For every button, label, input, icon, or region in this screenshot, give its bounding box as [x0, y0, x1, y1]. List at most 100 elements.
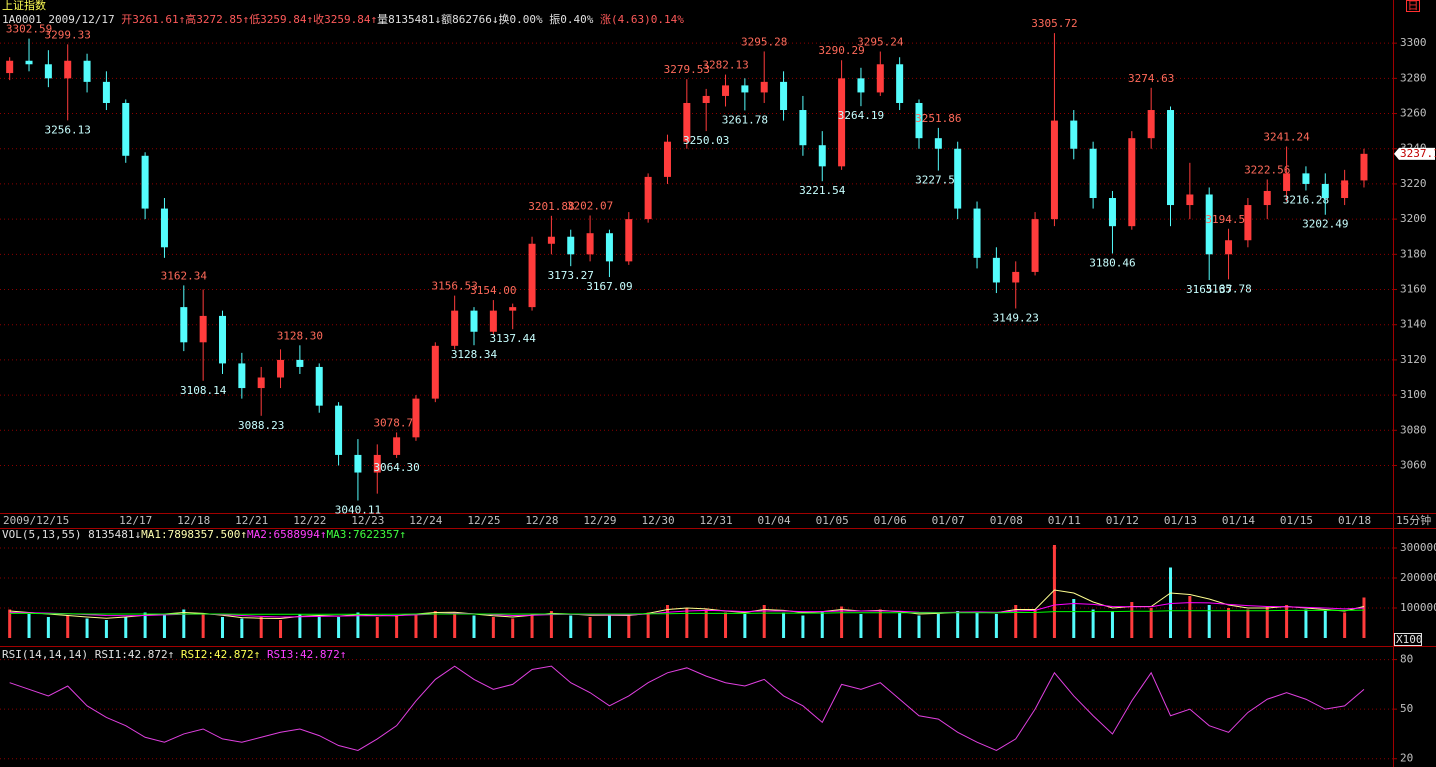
candle-body [83, 60, 91, 82]
volume-bar [356, 612, 360, 638]
volume-bar [782, 612, 786, 638]
high-label: 3295.24 [857, 36, 904, 49]
info-item: 涨(4.63)0.14% [600, 13, 684, 26]
volume-bar [491, 617, 495, 638]
volume-bar [1014, 605, 1018, 638]
volume-bar [1304, 609, 1308, 638]
high-label: 3156.53 [431, 280, 477, 293]
rsi-legend: RSI(14,14,14) RSI1:42.872↑ RSI2:42.872↑ … [2, 648, 346, 661]
volume-bar [27, 614, 31, 638]
volume-bar [414, 614, 418, 638]
volume-bar [665, 605, 669, 638]
volume-bar [685, 608, 689, 638]
low-label: 3088.23 [238, 419, 284, 432]
volume-bar [511, 618, 515, 638]
volume-bar [569, 615, 573, 638]
unit-box [1394, 633, 1422, 646]
legend-item: RSI3:42.872↑ [267, 648, 346, 661]
volume-bar [85, 618, 89, 638]
candle-body [838, 78, 846, 167]
volume-bar [898, 612, 902, 638]
info-item: 换0.00% [499, 12, 543, 26]
candle-body [992, 257, 1000, 283]
candle-body [1225, 240, 1233, 255]
info-item: 振0.40% [549, 12, 593, 26]
candle-body [122, 102, 130, 156]
x-tick-label: 12/30 [641, 514, 674, 527]
x-tick-label: 12/17 [119, 514, 152, 527]
candle-body [780, 81, 788, 111]
candle-body [799, 110, 807, 146]
volume-bar [549, 611, 553, 638]
high-label: 3299.33 [45, 28, 91, 41]
legend-item: RSI(14,14,14) [2, 648, 88, 661]
high-label: 3162.34 [161, 269, 208, 282]
candle-body [1089, 148, 1097, 199]
candle-body [335, 405, 343, 455]
x-tick-label: 12/29 [583, 514, 616, 527]
volume-bar [472, 615, 476, 638]
low-label: 3149.23 [993, 311, 1039, 324]
volume-bar [704, 609, 708, 638]
candle-body [296, 359, 304, 367]
candle-body [238, 363, 246, 389]
x-tick-label: 12/22 [293, 514, 326, 527]
candle-body [876, 64, 884, 93]
volume-bar [279, 620, 283, 638]
y-tick-label: 3100 [1400, 388, 1427, 401]
candle-body [277, 359, 285, 378]
candle-body [509, 307, 517, 311]
volume-bar [1246, 609, 1250, 638]
candle-body [354, 454, 362, 473]
candle-body [102, 81, 110, 103]
candle-body [470, 310, 478, 332]
volume-bar [433, 611, 437, 638]
volume-bar [820, 611, 824, 638]
candle-body [412, 398, 420, 438]
candle-body [1186, 194, 1194, 206]
x-tick-label: 12/28 [525, 514, 558, 527]
high-label: 3154.00 [470, 284, 516, 297]
volume-bar [530, 614, 534, 638]
legend-item: RSI1:42.872↑ [95, 648, 174, 661]
candle-body [1205, 194, 1213, 255]
series-line [9, 665, 1365, 752]
candle-body [644, 176, 652, 220]
volume-bar [1265, 606, 1269, 638]
period-icon[interactable]: 日 [1408, 0, 1419, 12]
volume-legend: VOL(5,13,55) 8135481↓MA1:7898357.500↑MA2… [2, 528, 406, 541]
candle-body [1108, 198, 1116, 227]
volume-bar [1072, 599, 1076, 638]
volume-bar [627, 615, 631, 638]
candle-body [373, 454, 381, 473]
low-label: 3108.14 [180, 384, 227, 397]
volume-bar [646, 612, 650, 638]
info-item: 额862766↓ [441, 13, 498, 26]
period-label: 15分钟 [1396, 513, 1431, 527]
high-label: 3305.72 [1031, 17, 1077, 30]
x-tick-label: 12/21 [235, 514, 268, 527]
candle-body [451, 310, 459, 346]
x-tick-label: 01/06 [874, 514, 907, 527]
high-label: 3202.07 [567, 199, 613, 212]
volume-bar [917, 615, 921, 638]
period-icon-box[interactable] [1406, 0, 1420, 12]
y-tick-label: 300000 [1400, 541, 1436, 554]
volume-bar [1169, 567, 1173, 638]
low-label: 3180.46 [1089, 257, 1135, 270]
volume-bar [124, 617, 128, 638]
candle-body [760, 81, 768, 93]
candle-body [160, 208, 168, 248]
price-box [1399, 147, 1435, 160]
x-tick-label: 01/11 [1048, 514, 1081, 527]
legend-item: VOL(5,13,55) 8135481↓ [2, 528, 141, 541]
high-label: 3194.53 [1205, 213, 1251, 226]
price-marker [1394, 147, 1399, 160]
low-label: 3256.13 [45, 123, 91, 136]
legend-item: MA1:7898357.500↑ [141, 528, 247, 541]
candle-body [1012, 271, 1020, 283]
volume-bar [1110, 611, 1114, 638]
y-tick-label: 3060 [1400, 458, 1427, 471]
low-label: 3227.59 [915, 174, 961, 187]
